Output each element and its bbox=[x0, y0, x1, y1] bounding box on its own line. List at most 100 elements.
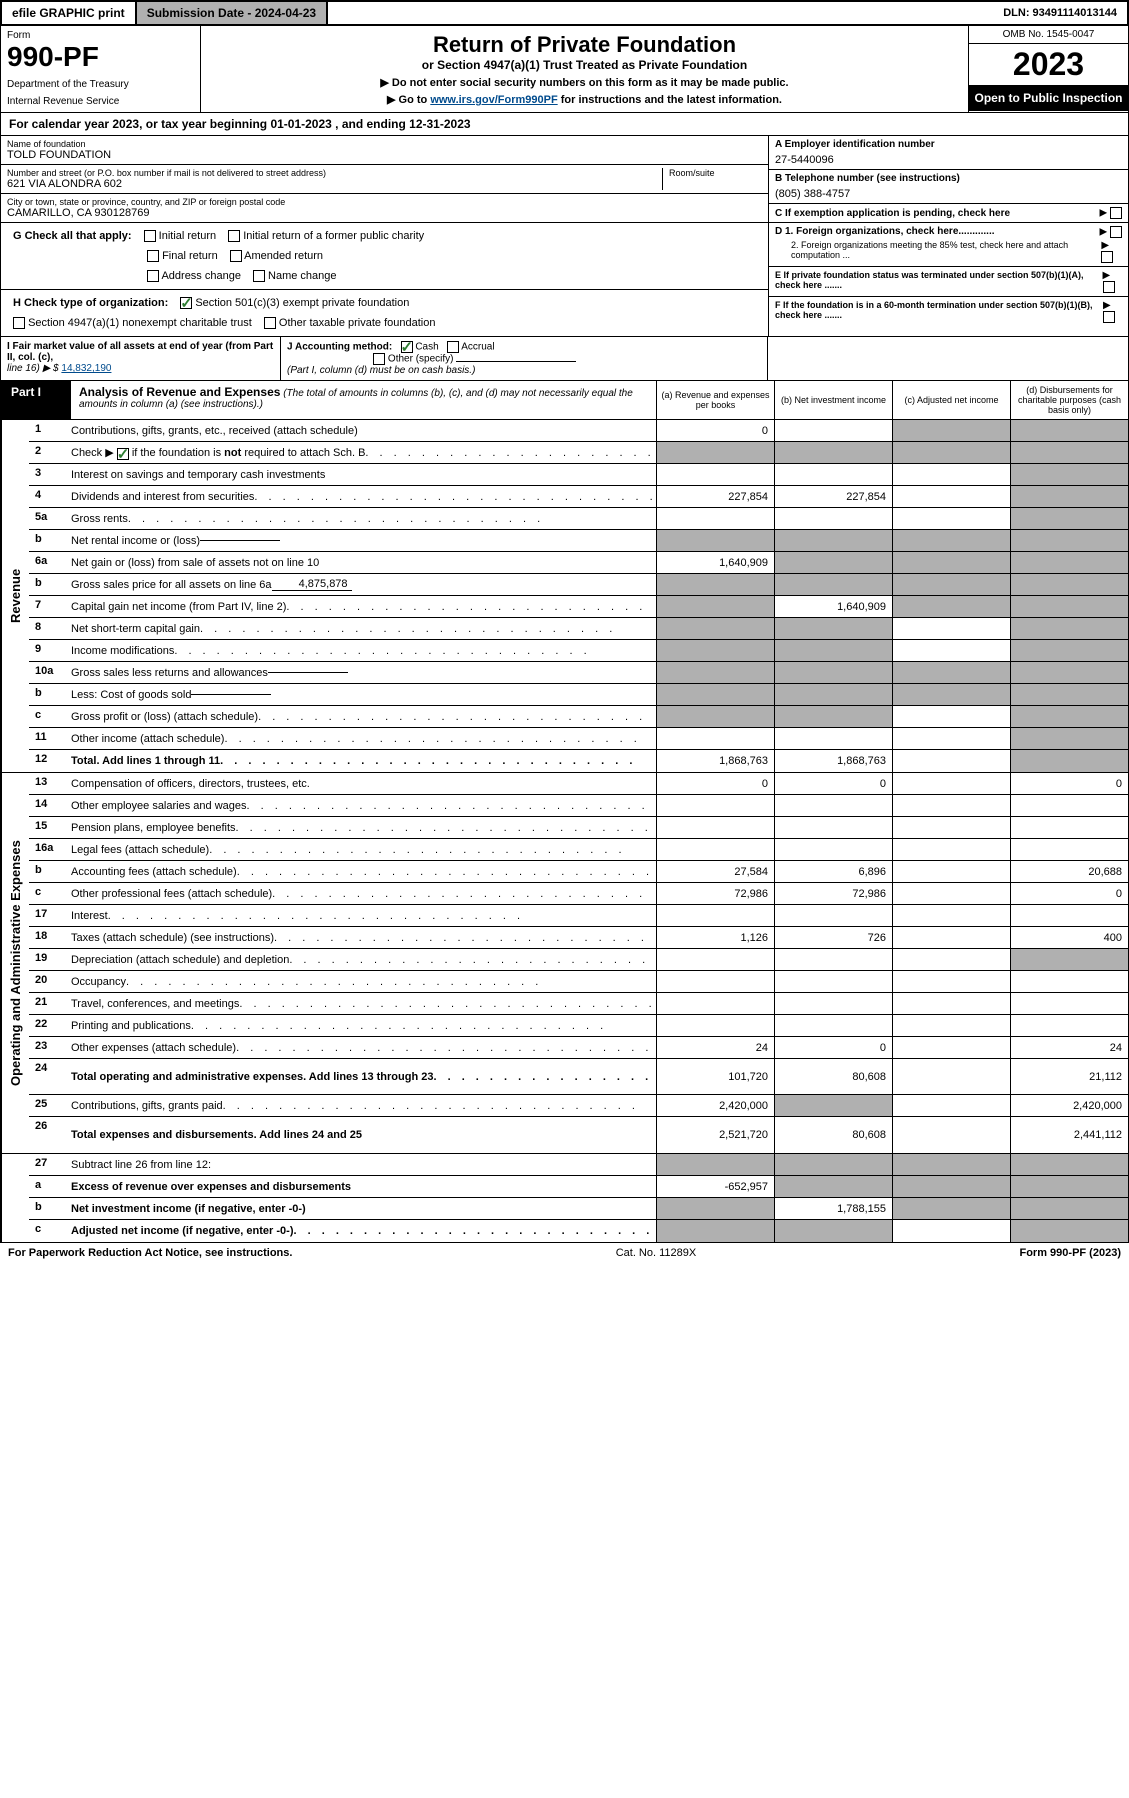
part1-label: Part I bbox=[1, 381, 71, 419]
efile-graphic-btn[interactable]: efile GRAPHIC print bbox=[2, 2, 137, 24]
amt-col-a: 101,720 bbox=[656, 1059, 774, 1094]
line-b: bNet rental income or (loss) bbox=[29, 530, 1128, 552]
cb-4947a1[interactable] bbox=[13, 317, 25, 329]
cb-initial-return[interactable] bbox=[144, 230, 156, 242]
line-21: 21Travel, conferences, and meetings bbox=[29, 993, 1128, 1015]
line-desc: Total. Add lines 1 through 11 bbox=[67, 750, 656, 772]
amt-col-b bbox=[774, 1154, 892, 1175]
line-desc: Dividends and interest from securities bbox=[67, 486, 656, 507]
line-num: c bbox=[29, 1220, 67, 1242]
c-label: C If exemption application is pending, c… bbox=[775, 208, 1010, 219]
amt-col-c bbox=[892, 1220, 1010, 1242]
amt-col-b bbox=[774, 706, 892, 727]
cb-501c3[interactable] bbox=[180, 297, 192, 309]
cb-other-taxable[interactable] bbox=[264, 317, 276, 329]
amt-col-a bbox=[656, 618, 774, 639]
amt-col-e: 0 bbox=[1010, 773, 1128, 794]
amt-col-e bbox=[1010, 596, 1128, 617]
line-desc: Check ▶ if the foundation is not require… bbox=[67, 442, 656, 463]
top-bar: efile GRAPHIC print Submission Date - 20… bbox=[0, 0, 1129, 26]
line-desc: Contributions, gifts, grants paid bbox=[67, 1095, 656, 1116]
section-h: H Check type of organization: Section 50… bbox=[7, 293, 762, 313]
line-4: 4Dividends and interest from securities2… bbox=[29, 486, 1128, 508]
inline-value bbox=[200, 540, 280, 541]
amt-col-e bbox=[1010, 464, 1128, 485]
amt-col-b bbox=[774, 1176, 892, 1197]
line-num: b bbox=[29, 861, 67, 882]
amt-col-e: 2,441,112 bbox=[1010, 1117, 1128, 1153]
amt-col-e bbox=[1010, 905, 1128, 926]
final-section: 27Subtract line 26 from line 12:aExcess … bbox=[0, 1154, 1129, 1243]
amt-col-b: 80,608 bbox=[774, 1117, 892, 1153]
amt-col-a bbox=[656, 817, 774, 838]
amt-col-a: 2,420,000 bbox=[656, 1095, 774, 1116]
line-5a: 5aGross rents bbox=[29, 508, 1128, 530]
amt-col-c bbox=[892, 442, 1010, 463]
amt-col-b bbox=[774, 574, 892, 595]
line-num: 25 bbox=[29, 1095, 67, 1116]
amt-col-e: 2,420,000 bbox=[1010, 1095, 1128, 1116]
fmv-value[interactable]: 14,832,190 bbox=[61, 363, 111, 374]
amt-col-a bbox=[656, 574, 774, 595]
cb-foreign-org[interactable] bbox=[1110, 226, 1122, 238]
cb-accrual[interactable] bbox=[447, 341, 459, 353]
amt-col-a: 72,986 bbox=[656, 883, 774, 904]
line-num: 22 bbox=[29, 1015, 67, 1036]
amt-col-a bbox=[656, 1154, 774, 1175]
line-desc: Total expenses and disbursements. Add li… bbox=[67, 1117, 656, 1153]
line-desc: Taxes (attach schedule) (see instruction… bbox=[67, 927, 656, 948]
line-num: 1 bbox=[29, 420, 67, 441]
amt-col-c bbox=[892, 1059, 1010, 1094]
line-num: 24 bbox=[29, 1059, 67, 1094]
cb-other-method[interactable] bbox=[373, 353, 385, 365]
amt-col-a bbox=[656, 839, 774, 860]
amt-col-e bbox=[1010, 1015, 1128, 1036]
line-b: bAccounting fees (attach schedule)27,584… bbox=[29, 861, 1128, 883]
form990pf-link[interactable]: www.irs.gov/Form990PF bbox=[430, 94, 557, 106]
line-desc: Income modifications bbox=[67, 640, 656, 661]
cb-cash[interactable] bbox=[401, 341, 413, 353]
amt-col-e bbox=[1010, 486, 1128, 507]
amt-col-c bbox=[892, 927, 1010, 948]
cb-initial-former[interactable] bbox=[228, 230, 240, 242]
cb-85pct-test[interactable] bbox=[1101, 251, 1113, 263]
amt-col-b bbox=[774, 728, 892, 749]
i-label: I Fair market value of all assets at end… bbox=[7, 341, 273, 363]
amt-col-c bbox=[892, 728, 1010, 749]
amt-col-b bbox=[774, 508, 892, 529]
cb-60month[interactable] bbox=[1103, 311, 1115, 323]
d2-label: 2. Foreign organizations meeting the 85%… bbox=[775, 240, 1101, 263]
amt-col-a: 27,584 bbox=[656, 861, 774, 882]
amt-col-c bbox=[892, 1154, 1010, 1175]
form-title: Return of Private Foundation bbox=[207, 32, 962, 58]
cb-status-terminated[interactable] bbox=[1103, 281, 1115, 293]
form-subtitle: or Section 4947(a)(1) Trust Treated as P… bbox=[207, 58, 962, 72]
line-desc: Contributions, gifts, grants, etc., rece… bbox=[67, 420, 656, 441]
cb-address-change[interactable] bbox=[147, 270, 159, 282]
cb-amended-return[interactable] bbox=[230, 250, 242, 262]
line-b: bGross sales price for all assets on lin… bbox=[29, 574, 1128, 596]
amt-col-e: 21,112 bbox=[1010, 1059, 1128, 1094]
line-num: 26 bbox=[29, 1117, 67, 1153]
amt-col-b bbox=[774, 618, 892, 639]
line-num: 11 bbox=[29, 728, 67, 749]
line-c: cAdjusted net income (if negative, enter… bbox=[29, 1220, 1128, 1242]
amt-col-e bbox=[1010, 795, 1128, 816]
amt-col-a bbox=[656, 971, 774, 992]
form-number: 990-PF bbox=[7, 41, 194, 73]
cb-final-return[interactable] bbox=[147, 250, 159, 262]
cb-name-change[interactable] bbox=[253, 270, 265, 282]
amt-col-c bbox=[892, 971, 1010, 992]
line-num: c bbox=[29, 883, 67, 904]
amt-col-a: 227,854 bbox=[656, 486, 774, 507]
cb-exemption-pending[interactable] bbox=[1110, 207, 1122, 219]
j-note: (Part I, column (d) must be on cash basi… bbox=[287, 365, 475, 376]
amt-col-e bbox=[1010, 949, 1128, 970]
cb-schb[interactable] bbox=[117, 448, 129, 460]
amt-col-b: 6,896 bbox=[774, 861, 892, 882]
amt-col-a: 24 bbox=[656, 1037, 774, 1058]
instr-ssn: ▶ Do not enter social security numbers o… bbox=[207, 76, 962, 89]
e-label: E If private foundation status was termi… bbox=[775, 270, 1103, 293]
amt-col-b: 726 bbox=[774, 927, 892, 948]
amt-col-a bbox=[656, 905, 774, 926]
